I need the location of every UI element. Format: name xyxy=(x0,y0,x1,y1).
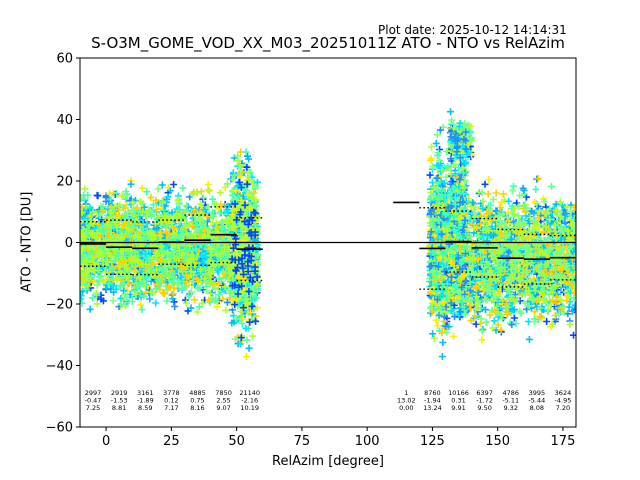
scatter-points xyxy=(80,108,576,361)
bin-stat-text: 4885 xyxy=(189,389,206,397)
y-axis-label: ATO - NTO [DU] xyxy=(19,191,35,293)
bin-stat-text: -4.95 xyxy=(555,397,572,405)
bin-stat-text: -5.11 xyxy=(502,397,519,405)
x-tick-label: 175 xyxy=(551,434,576,449)
x-tick-label: 100 xyxy=(355,434,380,449)
scatter-cluster xyxy=(227,148,261,361)
bin-stat-text: 4786 xyxy=(502,389,519,397)
bin-stat-text: 2919 xyxy=(111,389,128,397)
axes: 0 25 50 75 100 125 150 175 −60 −40 −20 0 20 40 60 xyxy=(46,52,576,450)
bin-stat-text: 9.91 xyxy=(451,404,465,412)
x-tick-label: 25 xyxy=(163,434,180,449)
bin-stat-text: 8.16 xyxy=(190,404,204,412)
x-tick-label: 150 xyxy=(485,434,510,449)
bin-stat-text: 9.32 xyxy=(503,404,517,412)
bin-stat-text: 3778 xyxy=(163,389,180,397)
bin-stat-text: 8.08 xyxy=(530,404,544,412)
bin-stat-text: 0.31 xyxy=(451,397,465,405)
y-tick-label: 20 xyxy=(56,175,73,190)
bin-stat-text: -1.53 xyxy=(111,397,128,405)
bin-stat-text: 7850 xyxy=(215,389,232,397)
y-tick-label: 40 xyxy=(56,113,73,128)
scatter-cluster xyxy=(447,116,475,168)
scatter-point-group xyxy=(447,128,470,163)
x-tick-label: 75 xyxy=(294,434,311,449)
x-axis-label: RelAzim [degree] xyxy=(272,454,384,469)
bin-stat-labels: 2997-0.477.25 2919-1.538.81 3161-1.898.59 3… xyxy=(85,389,572,412)
bin-stat-text: 3161 xyxy=(137,389,154,397)
y-tick-label: −60 xyxy=(46,421,73,436)
bin-stat-text: 0.75 xyxy=(190,397,204,405)
bin-stat-text: 7.20 xyxy=(556,404,570,412)
bin-stat-text: 10166 xyxy=(448,389,469,397)
bin-stat-text: -0.47 xyxy=(85,397,102,405)
y-tick-label: 0 xyxy=(65,236,73,251)
y-tick-label: 60 xyxy=(56,52,73,67)
bin-stat-text: 8.81 xyxy=(112,404,126,412)
bin-stat-text: 1 xyxy=(404,389,408,397)
y-tick-label: −40 xyxy=(46,359,73,374)
bin-stat-text: -2.16 xyxy=(241,397,258,405)
bin-stat-text: 7.25 xyxy=(86,404,100,412)
bin-stat-text: 9.07 xyxy=(216,404,230,412)
chart-title: S-O3M_GOME_VOD_XX_M03_20251011Z ATO - NT… xyxy=(91,34,565,52)
scatter-point-group xyxy=(426,120,470,312)
bin-stat-text: 13.24 xyxy=(423,404,442,412)
scatter-cluster xyxy=(426,108,470,360)
plot-date: Plot date: 2025-10-12 14:14:31 xyxy=(378,23,567,37)
bin-stat-text: 13.02 xyxy=(397,397,416,405)
bin-stat-text: 6397 xyxy=(476,389,493,397)
x-tick-label: 0 xyxy=(102,434,110,449)
x-tick-label: 125 xyxy=(420,434,445,449)
x-tick-label: 50 xyxy=(228,434,245,449)
bin-stat-text: 21140 xyxy=(239,389,260,397)
bin-stat-text: 2.55 xyxy=(216,397,230,405)
bin-stat-text: 10.19 xyxy=(240,404,259,412)
bin-stat-text: 8.59 xyxy=(138,404,152,412)
bin-stat-text: -1.94 xyxy=(424,397,441,405)
bin-stat-text: -1.89 xyxy=(137,397,154,405)
bin-stat-text: 7.17 xyxy=(164,404,178,412)
bin-stat-text: 2997 xyxy=(85,389,102,397)
y-tick-label: −20 xyxy=(46,298,73,313)
bin-stat-text: 3624 xyxy=(555,389,572,397)
bin-stat-text: 9.50 xyxy=(477,404,491,412)
bin-stat-text: -1.72 xyxy=(476,397,493,405)
bin-statistics xyxy=(80,201,576,290)
bin-stat-text: 0.00 xyxy=(399,404,413,412)
bin-stat-text: 8760 xyxy=(424,389,441,397)
bin-stat-text: -5.44 xyxy=(528,397,545,405)
bin-stat-text: 0.12 xyxy=(164,397,178,405)
bin-stat-text: 3995 xyxy=(529,389,546,397)
